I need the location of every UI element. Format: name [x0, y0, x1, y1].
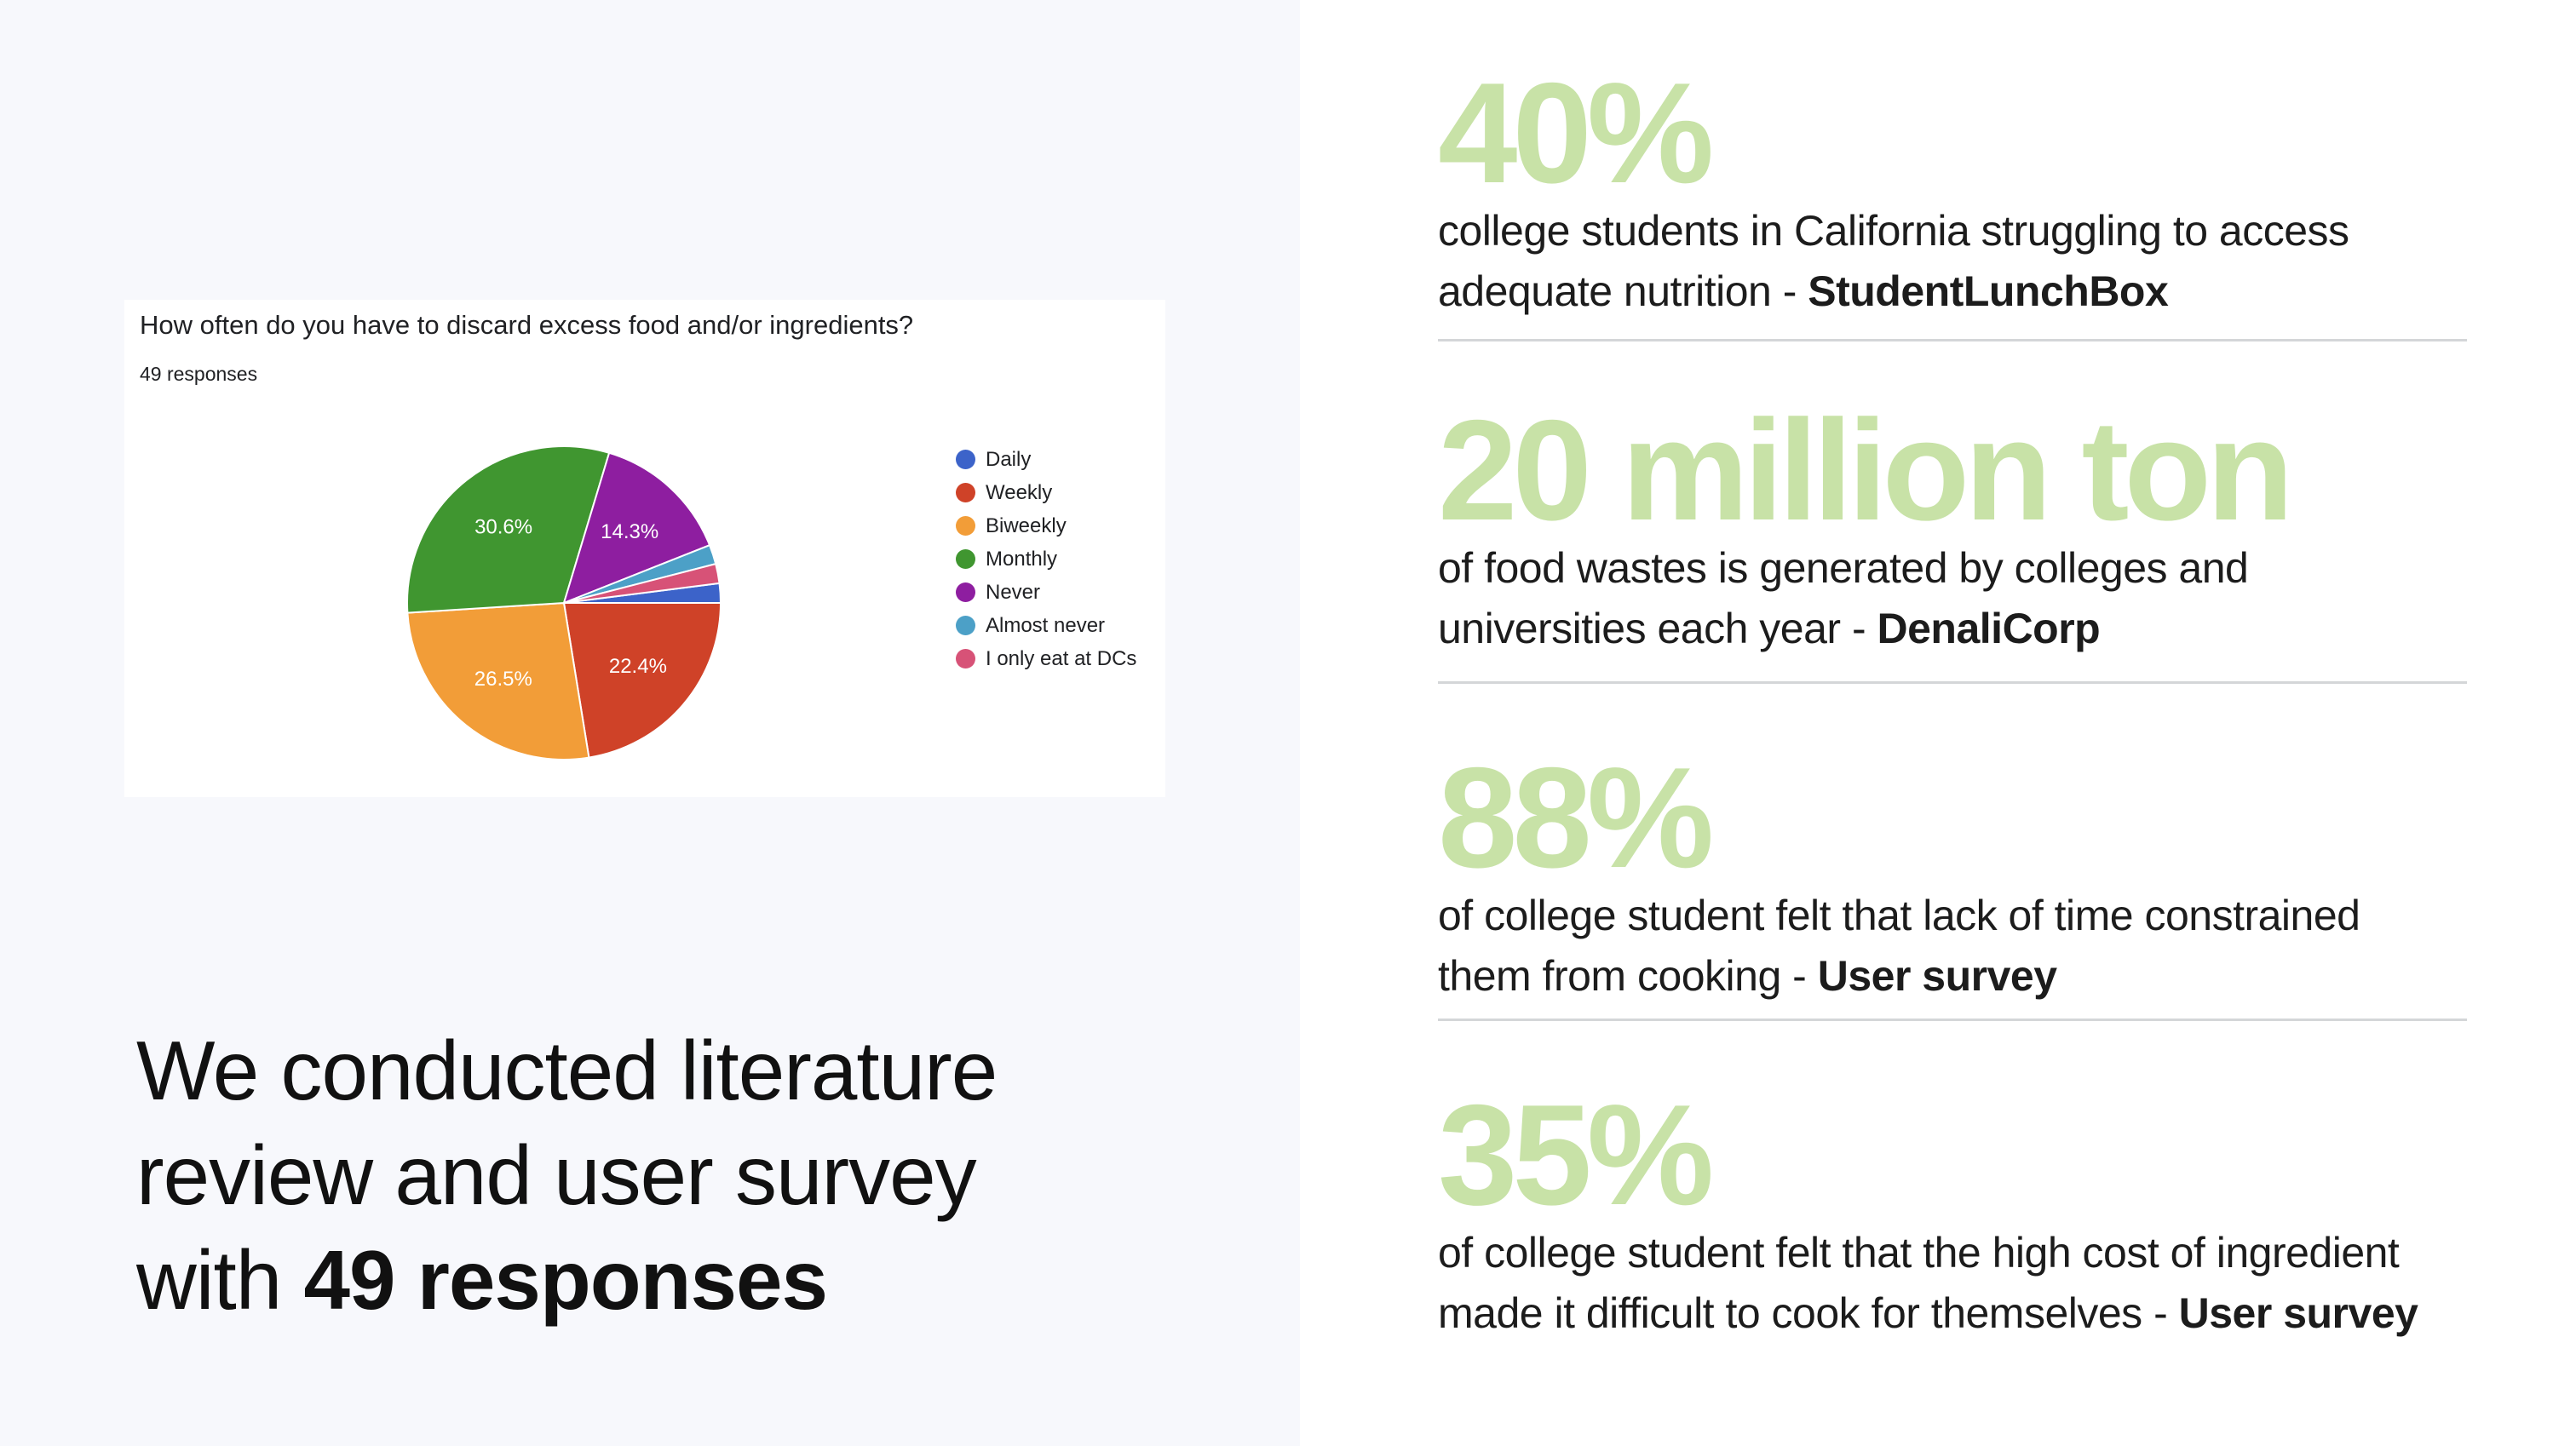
chart-title: How often do you have to discard excess …: [140, 310, 914, 340]
legend-label: I only eat at DCs: [986, 646, 1137, 670]
legend-swatch: [956, 516, 975, 536]
survey-chart-card: How often do you have to discard excess …: [124, 300, 1165, 797]
divider: [1438, 681, 2467, 684]
pie-label-weekly: 22.4%: [609, 655, 667, 678]
pie-slice-only-dcs: [563, 562, 721, 604]
stat-line: adequate nutrition - StudentLunchBox: [1438, 261, 2545, 322]
legend-item-almost-never: Almost never: [956, 609, 1136, 642]
stat-description: college students in California strugglin…: [1438, 201, 2545, 322]
legend-item-never: Never: [956, 576, 1136, 609]
headline-prefix: with: [136, 1233, 304, 1327]
legend-swatch: [956, 483, 975, 502]
pie-slice-never: [562, 451, 711, 605]
stat-food-waste: 20 million ton of food wastes is generat…: [1438, 390, 2545, 659]
stat-source: StudentLunchBox: [1808, 267, 2169, 315]
stat-source: User survey: [2178, 1289, 2418, 1337]
stat-line: college students in California strugglin…: [1438, 207, 2349, 255]
stat-value: 88%: [1438, 737, 1714, 898]
stat-line: of college student felt that lack of tim…: [1438, 892, 2360, 939]
right-panel: 40% college students in California strug…: [1300, 0, 2576, 1446]
legend-swatch: [956, 649, 975, 668]
legend-label: Daily: [986, 447, 1032, 471]
pie-label-monthly: 30.6%: [474, 516, 532, 539]
stat-time-constraint: 88% of college student felt that lack of…: [1438, 737, 2545, 1007]
stat-ingredient-cost: 35% of college student felt that the hig…: [1438, 1075, 2545, 1344]
stat-value: 35%: [1438, 1075, 1714, 1235]
legend-label: Monthly: [986, 547, 1058, 571]
stat-description: of college student felt that lack of tim…: [1438, 886, 2545, 1007]
stat-source: DenaliCorp: [1877, 605, 2101, 652]
legend-swatch: [956, 582, 975, 602]
pie-slice-biweekly: [406, 601, 590, 760]
stat-line: of food wastes is generated by colleges …: [1438, 544, 2249, 592]
chart-legend: Daily Weekly Biweekly Monthly Never Almo…: [956, 443, 1136, 675]
pie-slice-weekly: [562, 602, 722, 759]
stat-line: universities each year - DenaliCorp: [1438, 599, 2545, 659]
legend-item-monthly: Monthly: [956, 542, 1136, 576]
pie-label-never: 14.3%: [601, 520, 658, 543]
stat-description: of college student felt that the high co…: [1438, 1223, 2545, 1344]
divider: [1438, 339, 2467, 341]
pie-slice-monthly: [405, 445, 611, 614]
stat-line: made it difficult to cook for themselves…: [1438, 1283, 2545, 1344]
stat-line: them from cooking - User survey: [1438, 946, 2545, 1007]
pie-label-biweekly: 26.5%: [474, 668, 532, 691]
legend-item-only-dcs: I only eat at DCs: [956, 642, 1136, 675]
stat-line-prefix: them from cooking -: [1438, 952, 1818, 1000]
stat-student-nutrition: 40% college students in California strug…: [1438, 53, 2545, 322]
legend-swatch: [956, 450, 975, 469]
stat-line: of college student felt that the high co…: [1438, 1229, 2400, 1277]
headline-line-3: with 49 responses: [136, 1228, 1244, 1333]
legend-swatch: [956, 549, 975, 569]
stat-line-prefix: adequate nutrition -: [1438, 267, 1808, 315]
legend-swatch: [956, 616, 975, 635]
headline-response-count: 49 responses: [303, 1233, 828, 1327]
legend-item-biweekly: Biweekly: [956, 509, 1136, 542]
divider: [1438, 1019, 2467, 1021]
stat-source: User survey: [1817, 952, 2057, 1000]
stat-line-prefix: made it difficult to cook for themselves…: [1438, 1289, 2179, 1337]
stat-description: of food wastes is generated by colleges …: [1438, 538, 2545, 659]
headline-line-2: review and user survey: [136, 1128, 977, 1222]
stat-value: 40%: [1438, 53, 1714, 213]
headline: We conducted literature review and user …: [136, 1019, 1244, 1333]
chart-response-count: 49 responses: [140, 363, 258, 385]
stat-value: 20 million ton: [1438, 390, 2294, 550]
pie-chart: 22.4% 26.5% 30.6% 14.3%: [405, 445, 722, 760]
headline-line-1: We conducted literature: [136, 1024, 998, 1117]
stat-line-prefix: universities each year -: [1438, 605, 1877, 652]
legend-label: Biweekly: [986, 514, 1067, 537]
legend-label: Almost never: [986, 613, 1106, 637]
left-panel: How often do you have to discard excess …: [124, 300, 1244, 1333]
legend-item-daily: Daily: [956, 443, 1136, 476]
legend-label: Weekly: [986, 480, 1053, 504]
legend-label: Never: [986, 580, 1041, 604]
legend-item-weekly: Weekly: [956, 476, 1136, 509]
